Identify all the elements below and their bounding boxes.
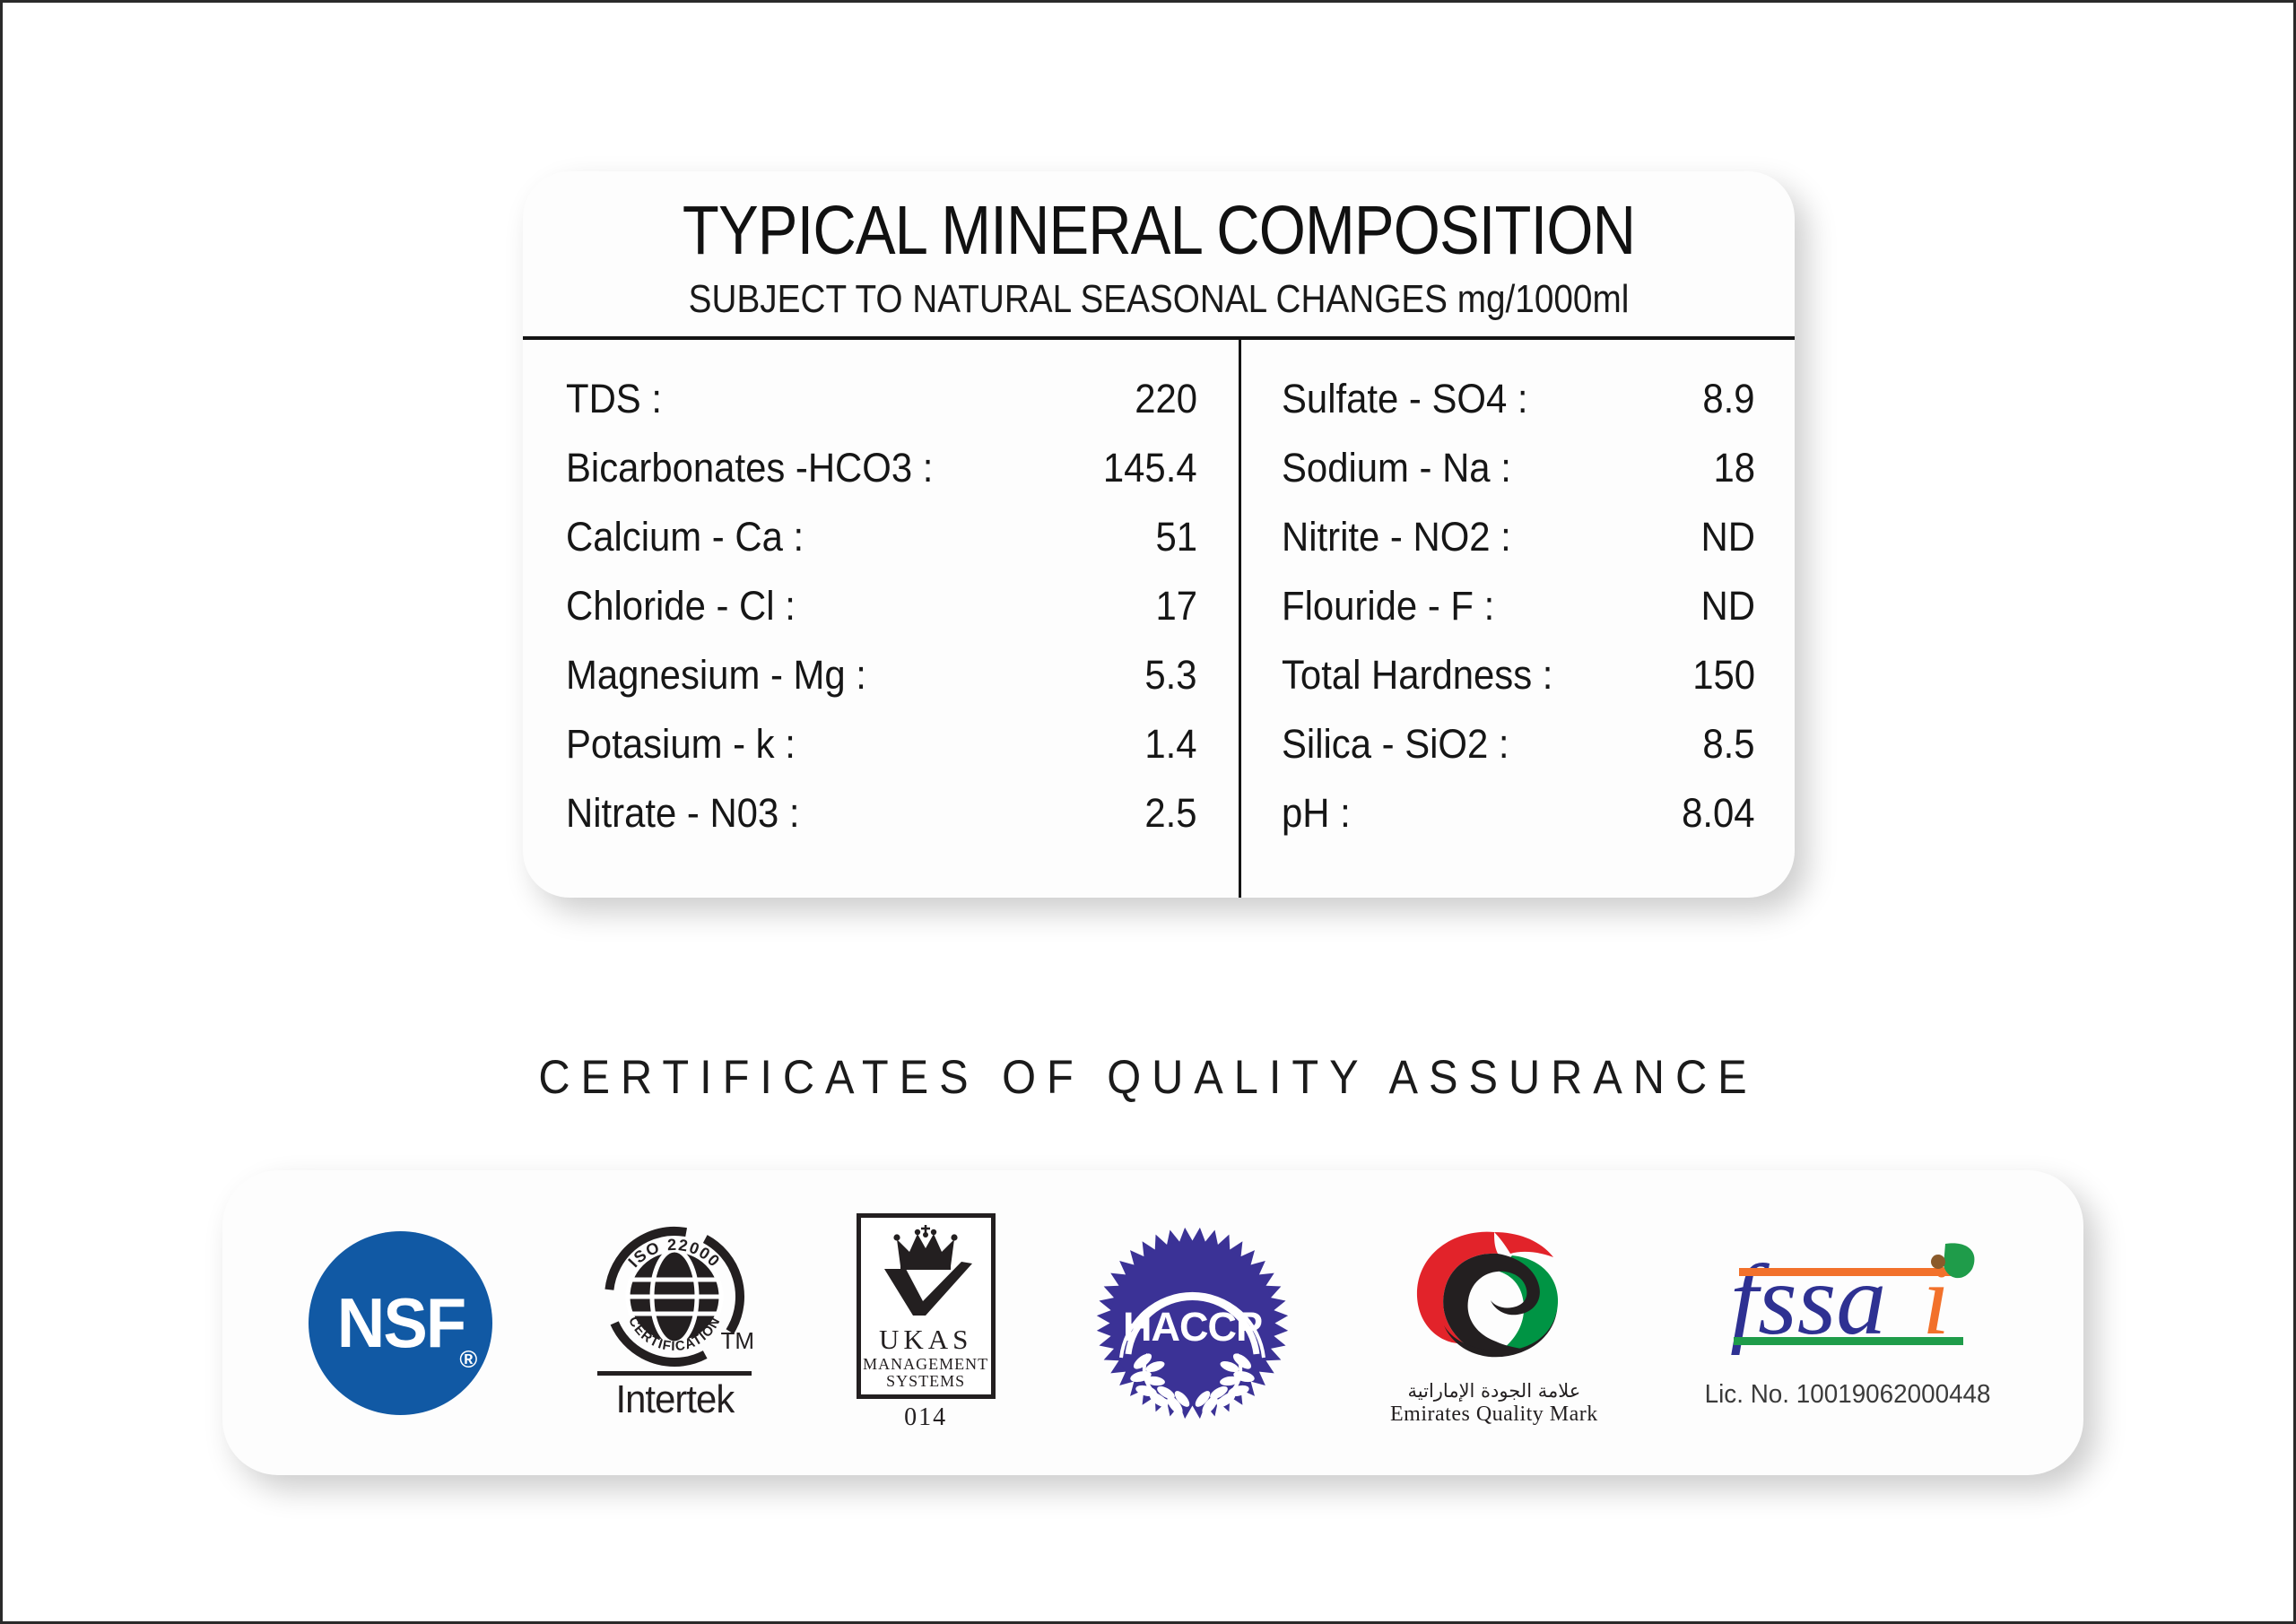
intertek-wordmark: Intertek xyxy=(615,1376,735,1421)
certificate-haccp: HACCP xyxy=(1096,1227,1289,1420)
row-label: Silica - SiO2 : xyxy=(1282,721,1509,767)
table-row: Magnesium - Mg : 5.3 xyxy=(566,652,1197,721)
crown-icon xyxy=(890,1225,961,1276)
composition-column-right: Sulfate - SO4 : 8.9 Sodium - Na : 18 Nit… xyxy=(1239,340,1795,898)
table-row: Bicarbonates -HCO3 : 145.4 xyxy=(566,445,1197,514)
row-label: Bicarbonates -HCO3 : xyxy=(566,445,934,491)
eqm-english-text: Emirates Quality Mark xyxy=(1390,1402,1598,1426)
row-label: Flouride - F : xyxy=(1282,583,1495,629)
mineral-composition-card: TYPICAL MINERAL COMPOSITION SUBJECT TO N… xyxy=(523,171,1795,898)
table-row: TDS : 220 xyxy=(566,376,1197,445)
row-value: 1.4 xyxy=(1144,721,1197,767)
certificates-heading: CERTIFICATES OF QUALITY ASSURANCE xyxy=(538,1051,1758,1104)
checkmark-icon xyxy=(879,1262,973,1322)
row-label: Nitrate - N03 : xyxy=(566,790,800,836)
row-value: ND xyxy=(1700,514,1755,560)
table-row: Nitrate - N03 : 2.5 xyxy=(566,790,1197,859)
row-value: 8.9 xyxy=(1702,376,1755,421)
card-header: TYPICAL MINERAL COMPOSITION SUBJECT TO N… xyxy=(523,171,1795,338)
row-value: 8.5 xyxy=(1702,721,1755,767)
table-row: Nitrite - NO2 : ND xyxy=(1282,514,1755,583)
intertek-globe-icon: ISO 22000 CERTIFICATION TM xyxy=(602,1224,754,1369)
row-value: 150 xyxy=(1692,652,1755,698)
table-row: Flouride - F : ND xyxy=(1282,583,1755,652)
row-label: Total Hardness : xyxy=(1282,652,1553,698)
ukas-number: 014 xyxy=(904,1403,948,1431)
ukas-title: UKAS xyxy=(878,1324,973,1355)
table-row: Sulfate - SO4 : 8.9 xyxy=(1282,376,1755,445)
composition-column-left: TDS : 220 Bicarbonates -HCO3 : 145.4 Cal… xyxy=(523,340,1239,898)
table-row: Potasium - k : 1.4 xyxy=(566,721,1197,790)
ukas-badge: UKAS MANAGEMENT SYSTEMS xyxy=(856,1213,996,1399)
row-label: pH : xyxy=(1282,790,1351,836)
ukas-line1: MANAGEMENT xyxy=(863,1355,989,1373)
row-value: 17 xyxy=(1155,583,1197,629)
fssai-logo-icon: fssa i xyxy=(1714,1237,1983,1371)
certificate-intertek: ISO 22000 CERTIFICATION TM Intertek xyxy=(594,1224,755,1422)
ukas-line2: SYSTEMS xyxy=(886,1371,966,1390)
fssai-license-number: Lic. No. 10019062000448 xyxy=(1705,1379,1991,1409)
row-label: Calcium - Ca : xyxy=(566,514,804,560)
page-title: TYPICAL MINERAL COMPOSITION xyxy=(682,192,1636,269)
page-subtitle: SUBJECT TO NATURAL SEASONAL CHANGES mg/1… xyxy=(688,277,1630,321)
table-row: Chloride - Cl : 17 xyxy=(566,583,1197,652)
certificate-emirates-quality-mark: علامة الجودة الإماراتية Emirates Quality… xyxy=(1390,1220,1598,1427)
row-value: 5.3 xyxy=(1144,652,1197,698)
certificate-ukas: UKAS MANAGEMENT SYSTEMS 014 xyxy=(856,1213,996,1432)
row-label: Chloride - Cl : xyxy=(566,583,796,629)
row-label: Sulfate - SO4 : xyxy=(1282,376,1528,421)
row-label: Nitrite - NO2 : xyxy=(1282,514,1511,560)
row-label: Sodium - Na : xyxy=(1282,445,1511,491)
composition-table: TDS : 220 Bicarbonates -HCO3 : 145.4 Cal… xyxy=(523,340,1795,898)
eqm-arabic-text: علامة الجودة الإماراتية xyxy=(1407,1379,1581,1402)
nsf-icon: NSF ® xyxy=(309,1230,493,1415)
row-value: 18 xyxy=(1713,445,1755,491)
haccp-seal-icon: HACCP xyxy=(1096,1227,1289,1420)
row-value: 8.04 xyxy=(1682,790,1755,836)
certificate-fssai: fssa i Lic. No. 10019062000448 xyxy=(1699,1237,1996,1410)
row-label: Potasium - k : xyxy=(566,721,796,767)
nsf-wordmark: NSF xyxy=(336,1282,466,1362)
certificates-bar: NSF ® xyxy=(222,1170,2083,1475)
row-value: ND xyxy=(1700,583,1755,629)
row-label: Magnesium - Mg : xyxy=(566,652,866,698)
intertek-rule xyxy=(597,1370,752,1376)
row-label: TDS : xyxy=(566,376,662,421)
trademark-icon: TM xyxy=(720,1326,754,1354)
row-value: 145.4 xyxy=(1103,445,1197,491)
header-divider xyxy=(523,336,1795,340)
row-value: 220 xyxy=(1135,376,1197,421)
certificate-nsf: NSF ® xyxy=(309,1230,493,1415)
table-row: Calcium - Ca : 51 xyxy=(566,514,1197,583)
table-row: Sodium - Na : 18 xyxy=(1282,445,1755,514)
table-row: Silica - SiO2 : 8.5 xyxy=(1282,721,1755,790)
table-row: pH : 8.04 xyxy=(1282,790,1755,859)
column-divider xyxy=(1239,340,1241,898)
row-value: 51 xyxy=(1155,514,1197,560)
registered-trademark-icon: ® xyxy=(459,1345,478,1373)
eqm-swirl-icon xyxy=(1405,1220,1584,1375)
table-row: Total Hardness : 150 xyxy=(1282,652,1755,721)
haccp-text: HACCP xyxy=(1123,1304,1262,1350)
row-value: 2.5 xyxy=(1144,790,1197,836)
